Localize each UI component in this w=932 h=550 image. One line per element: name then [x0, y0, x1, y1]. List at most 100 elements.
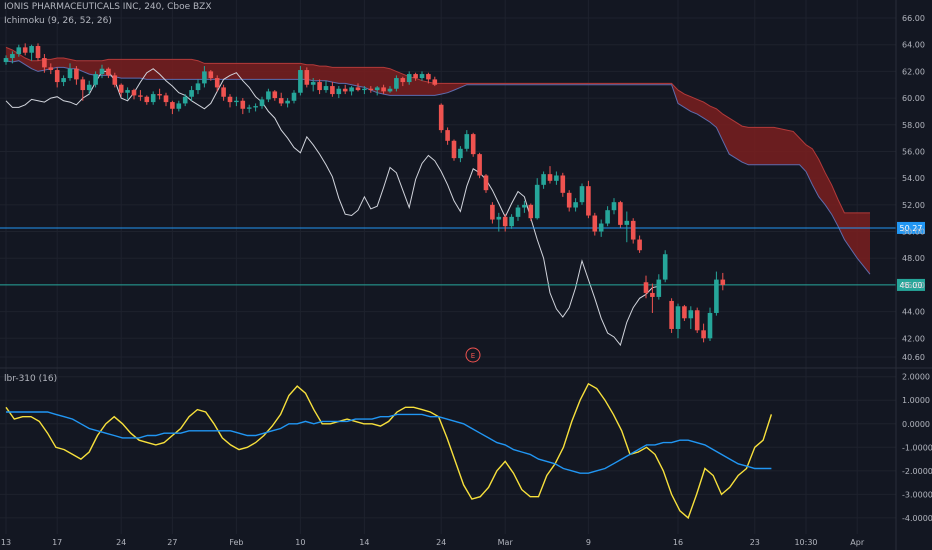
- candle-body: [112, 75, 118, 85]
- earnings-letter: E: [471, 352, 475, 360]
- candle-body: [208, 71, 214, 79]
- price-tag-label: 46.00: [900, 281, 923, 290]
- price-axis-tick: 66.00: [902, 14, 925, 23]
- cloud-span-b: [5, 60, 871, 275]
- candle-body: [643, 282, 649, 293]
- price-tag[interactable]: [897, 221, 925, 234]
- candle-body: [694, 310, 700, 331]
- oscillator-label[interactable]: lbr-310 (16): [4, 374, 58, 384]
- candle-body: [656, 279, 662, 297]
- candle-body: [426, 74, 431, 80]
- price-tag-label: 50.27: [900, 224, 923, 233]
- time-axis-tick: 13: [1, 538, 11, 547]
- time-axis-tick: Feb: [229, 538, 243, 547]
- candle-body: [630, 220, 636, 240]
- candle-body: [118, 84, 124, 93]
- price-axis-tick: 56.00: [902, 147, 925, 156]
- candle-body: [477, 154, 482, 176]
- price-axis-tick: 64.00: [902, 41, 925, 50]
- candle-body: [605, 210, 610, 224]
- candle-body: [355, 87, 361, 91]
- candle-body: [470, 134, 476, 155]
- candle-body: [163, 95, 169, 103]
- candle-body: [496, 216, 502, 220]
- candle-body: [278, 98, 284, 104]
- price-axis-tick: 40.60: [902, 353, 925, 362]
- price-axis-tick: 48.00: [902, 254, 925, 263]
- oscillator-lines: [5, 382, 773, 520]
- osc-pane-grid: [0, 368, 896, 534]
- candle-body: [54, 70, 60, 83]
- candle-body: [458, 148, 463, 159]
- candle-body: [221, 87, 226, 97]
- oscillator-fast-line: [5, 382, 773, 520]
- candle-body: [10, 54, 15, 59]
- candle-body: [650, 292, 655, 297]
- candle-body: [522, 204, 527, 208]
- candle-body: [266, 91, 271, 100]
- candle-body: [374, 87, 380, 91]
- horizontal-lines[interactable]: 50.27 46.00: [0, 221, 925, 291]
- candle-body: [362, 88, 367, 91]
- candle-body: [22, 47, 28, 53]
- earnings-badge[interactable]: [465, 347, 481, 363]
- time-axis-tick: Mar: [498, 538, 514, 547]
- candle-body: [240, 100, 246, 109]
- cloud-span-a: [5, 46, 870, 214]
- candle-body: [381, 87, 386, 92]
- candle-body: [560, 175, 566, 193]
- candle-body: [80, 79, 86, 91]
- candle-body: [432, 79, 438, 85]
- indicator-label[interactable]: Ichimoku (9, 26, 52, 26): [4, 16, 112, 26]
- osc-axis-tick: 2.0000: [902, 373, 930, 382]
- candle-body: [445, 130, 450, 141]
- price-axis-tick: 50.00: [902, 228, 925, 237]
- candle-body: [707, 312, 713, 339]
- candle-body: [99, 68, 105, 75]
- candle-body: [688, 310, 694, 319]
- candle-body: [106, 68, 111, 76]
- osc-axis-tick: -4.0000: [902, 514, 932, 523]
- candle-body: [3, 58, 9, 63]
- candle-body: [669, 300, 674, 329]
- candle-body: [16, 47, 22, 55]
- candle-body: [182, 96, 188, 104]
- earnings-marker[interactable]: E: [465, 347, 481, 363]
- candle-body: [234, 100, 239, 103]
- candle-body: [48, 67, 54, 71]
- candle-body: [566, 192, 572, 208]
- time-axis-tick: Apr: [850, 538, 865, 547]
- candle-body: [176, 103, 182, 109]
- candle-body: [502, 216, 508, 227]
- candle-body: [253, 106, 258, 108]
- candle-body: [394, 78, 399, 89]
- candle-body: [554, 175, 559, 181]
- candle-body: [662, 254, 668, 280]
- price-axis-tick: 54.00: [902, 174, 925, 183]
- candle-body: [342, 88, 348, 92]
- candle-body: [246, 107, 252, 109]
- candle-body: [490, 204, 495, 220]
- candle-body: [86, 84, 92, 91]
- candle-body: [349, 87, 354, 92]
- candle-body: [528, 204, 534, 219]
- candle-body: [336, 88, 342, 95]
- time-axis-tick: 9: [586, 538, 591, 547]
- candle-body: [438, 104, 444, 131]
- candle-body: [304, 70, 310, 85]
- time-axis-tick: 10:30: [794, 538, 817, 547]
- candle-body: [285, 100, 290, 104]
- time-axis-tick: 24: [116, 538, 126, 547]
- candle-body: [592, 215, 598, 232]
- symbol-title[interactable]: IONIS PHARMACEUTICALS INC, 240, Cboe BZX: [4, 2, 212, 12]
- candle-body: [144, 96, 150, 103]
- candle-body: [35, 46, 41, 59]
- candle-body: [406, 74, 412, 83]
- candle-body: [317, 82, 322, 91]
- osc-axis-tick: 0.0000: [902, 420, 930, 429]
- candle-body: [74, 68, 79, 80]
- candle-body: [214, 78, 220, 88]
- price-tag[interactable]: [897, 278, 925, 291]
- price-axis-tick: 58.00: [902, 121, 925, 130]
